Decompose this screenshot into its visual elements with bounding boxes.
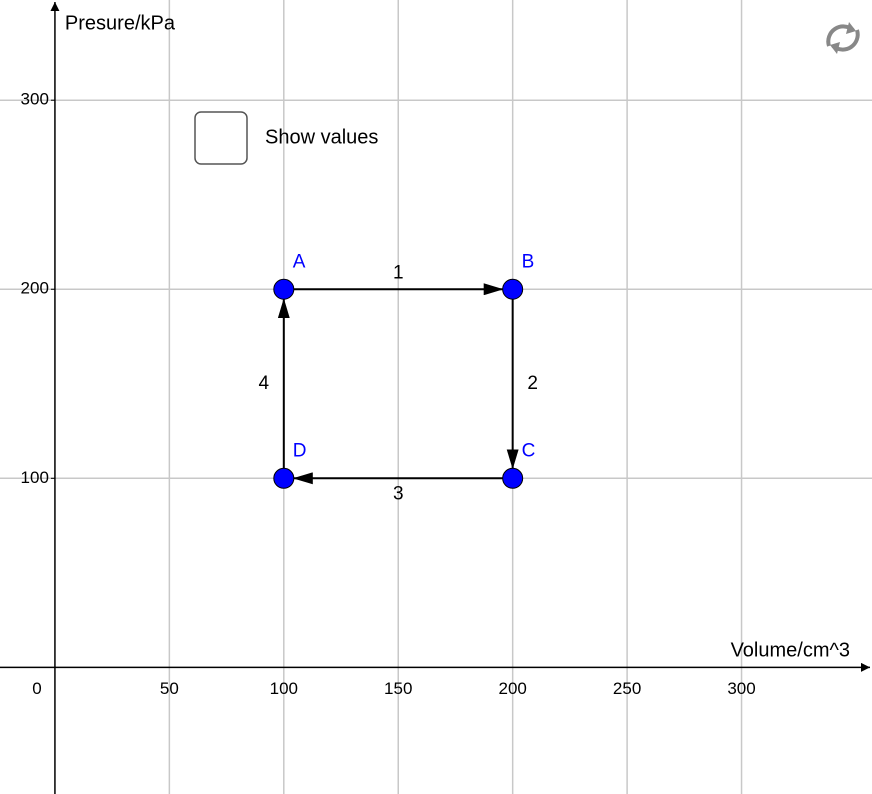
x-tick-label: 100 <box>270 679 298 698</box>
x-tick-label: 50 <box>160 679 179 698</box>
checkbox[interactable] <box>194 111 248 165</box>
state-point <box>502 278 524 300</box>
process-label: 4 <box>259 373 270 394</box>
point-label: D <box>293 440 307 461</box>
x-tick-label: 250 <box>613 679 641 698</box>
checkbox-label[interactable]: Show values <box>265 126 378 148</box>
point-label: B <box>522 251 535 272</box>
x-tick-label: 0 <box>32 679 41 698</box>
y-tick-label: 100 <box>21 468 49 487</box>
y-axis-label: Presure/kPa <box>65 12 176 34</box>
x-axis-label: Volume/cm^3 <box>731 640 850 662</box>
reset-icon[interactable] <box>826 22 860 54</box>
point-label: A <box>293 251 306 272</box>
state-point <box>273 278 295 300</box>
process-label: 3 <box>393 483 404 504</box>
y-tick-label: 300 <box>21 90 49 109</box>
process-label: 2 <box>527 373 538 394</box>
state-point <box>502 467 524 489</box>
x-tick-label: 150 <box>384 679 412 698</box>
x-tick-label: 200 <box>498 679 526 698</box>
state-point <box>273 467 295 489</box>
point-label: C <box>522 440 536 461</box>
x-tick-label: 300 <box>727 679 755 698</box>
process-label: 1 <box>393 262 404 283</box>
y-tick-label: 200 <box>21 279 49 298</box>
